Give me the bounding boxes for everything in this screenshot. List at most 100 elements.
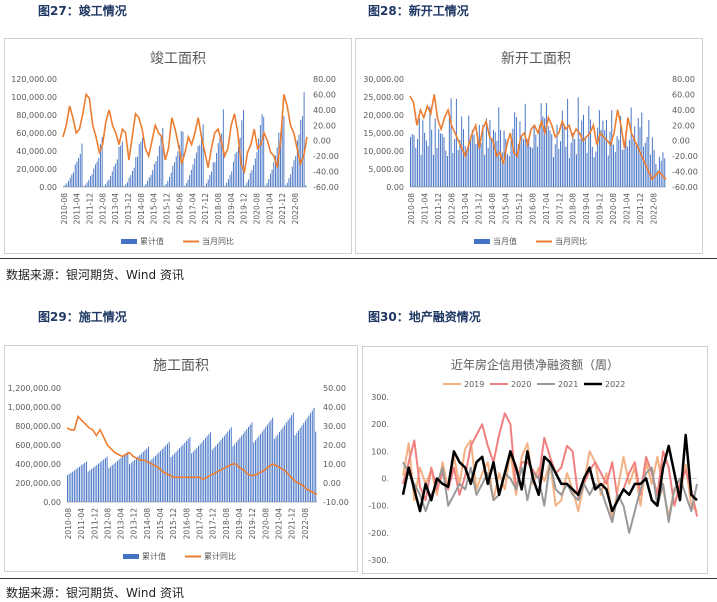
bar (561, 110, 563, 187)
bar (213, 447, 215, 502)
bar (211, 449, 213, 502)
bar (547, 125, 549, 187)
legend-bar-swatch (121, 239, 137, 244)
x-tick-label: 2012-08 (98, 193, 107, 225)
y-left-tick-label: 5,000.00 (368, 165, 404, 174)
bar (216, 152, 218, 187)
bar (214, 162, 216, 187)
bar (116, 159, 118, 187)
y-right-tick-label: -40.00 (313, 168, 339, 177)
bar (545, 103, 547, 187)
bar (232, 446, 234, 502)
bar (77, 467, 79, 502)
bar (147, 180, 149, 187)
bar (153, 164, 155, 187)
bar (254, 158, 256, 187)
chart-title: 竣工面积 (150, 51, 206, 67)
bar (607, 155, 609, 187)
y-left-tick-label: 1,200,000.00 (8, 384, 61, 393)
bar (71, 174, 73, 187)
bar (641, 112, 643, 187)
bar (491, 137, 493, 187)
bar (160, 135, 162, 187)
bar (500, 129, 502, 187)
bar (420, 154, 422, 187)
x-tick-label: 2011-12 (86, 193, 95, 225)
bar (220, 439, 222, 502)
bar (303, 423, 305, 502)
bar (140, 141, 142, 187)
bar (165, 183, 167, 187)
bar (583, 114, 584, 187)
bar (528, 139, 530, 187)
bar (443, 137, 445, 187)
x-tick-label: 2015-04 (156, 508, 165, 540)
bar (632, 138, 634, 187)
bar (187, 179, 189, 187)
bar (507, 154, 509, 187)
bar (169, 176, 170, 187)
bar (277, 434, 279, 502)
bar (598, 110, 600, 187)
bar (94, 164, 96, 187)
bar (189, 437, 191, 502)
bar (620, 116, 622, 187)
y-right-tick-label: 30.00 (323, 422, 346, 431)
bar (653, 150, 655, 187)
bar (452, 152, 454, 187)
bar (530, 146, 532, 187)
bar (558, 148, 560, 187)
bar (261, 114, 263, 187)
x-tick-label: 2021-12 (636, 193, 645, 225)
bar (96, 465, 98, 502)
bar (436, 148, 438, 187)
x-tick-label: 2014-08 (143, 508, 152, 540)
bar (295, 156, 297, 187)
bar (471, 130, 473, 187)
bar (75, 469, 77, 502)
bar (254, 440, 256, 502)
bar (127, 451, 129, 502)
bar (501, 152, 503, 187)
bar (81, 143, 83, 187)
legend-line-label: 当月同比 (555, 236, 587, 246)
legend-label: 2020 (511, 380, 531, 389)
bar (259, 125, 261, 187)
bar (148, 177, 150, 187)
bar (89, 470, 91, 502)
y-left-tick-label: 25,000.00 (363, 93, 404, 102)
bar (489, 120, 491, 187)
bar (198, 445, 199, 502)
bar (487, 147, 489, 187)
bar (621, 149, 623, 187)
bar (281, 122, 283, 187)
bar (123, 454, 125, 502)
bar (117, 460, 118, 502)
bar (450, 98, 452, 187)
bar (251, 170, 253, 187)
bar (591, 146, 593, 187)
bar (627, 146, 629, 187)
bar (618, 139, 620, 187)
legend-bar-label: 当月值 (493, 236, 517, 246)
bar (287, 420, 289, 502)
bar (126, 182, 128, 187)
bar (244, 431, 246, 502)
bar (234, 153, 236, 187)
bar (160, 450, 162, 502)
bar (115, 462, 117, 502)
bar (275, 436, 277, 502)
bar (106, 181, 108, 187)
bar (293, 160, 295, 187)
y-right-tick-label: 0.00 (313, 137, 331, 146)
bar (432, 154, 434, 187)
x-tick-label: 2013-04 (461, 193, 470, 225)
bar (424, 132, 426, 187)
bar (224, 185, 226, 187)
bar (448, 117, 450, 187)
bar (202, 124, 204, 187)
bar (133, 167, 135, 187)
x-tick-label: 2017-12 (201, 193, 210, 225)
bar (242, 433, 244, 502)
bar (249, 173, 251, 187)
